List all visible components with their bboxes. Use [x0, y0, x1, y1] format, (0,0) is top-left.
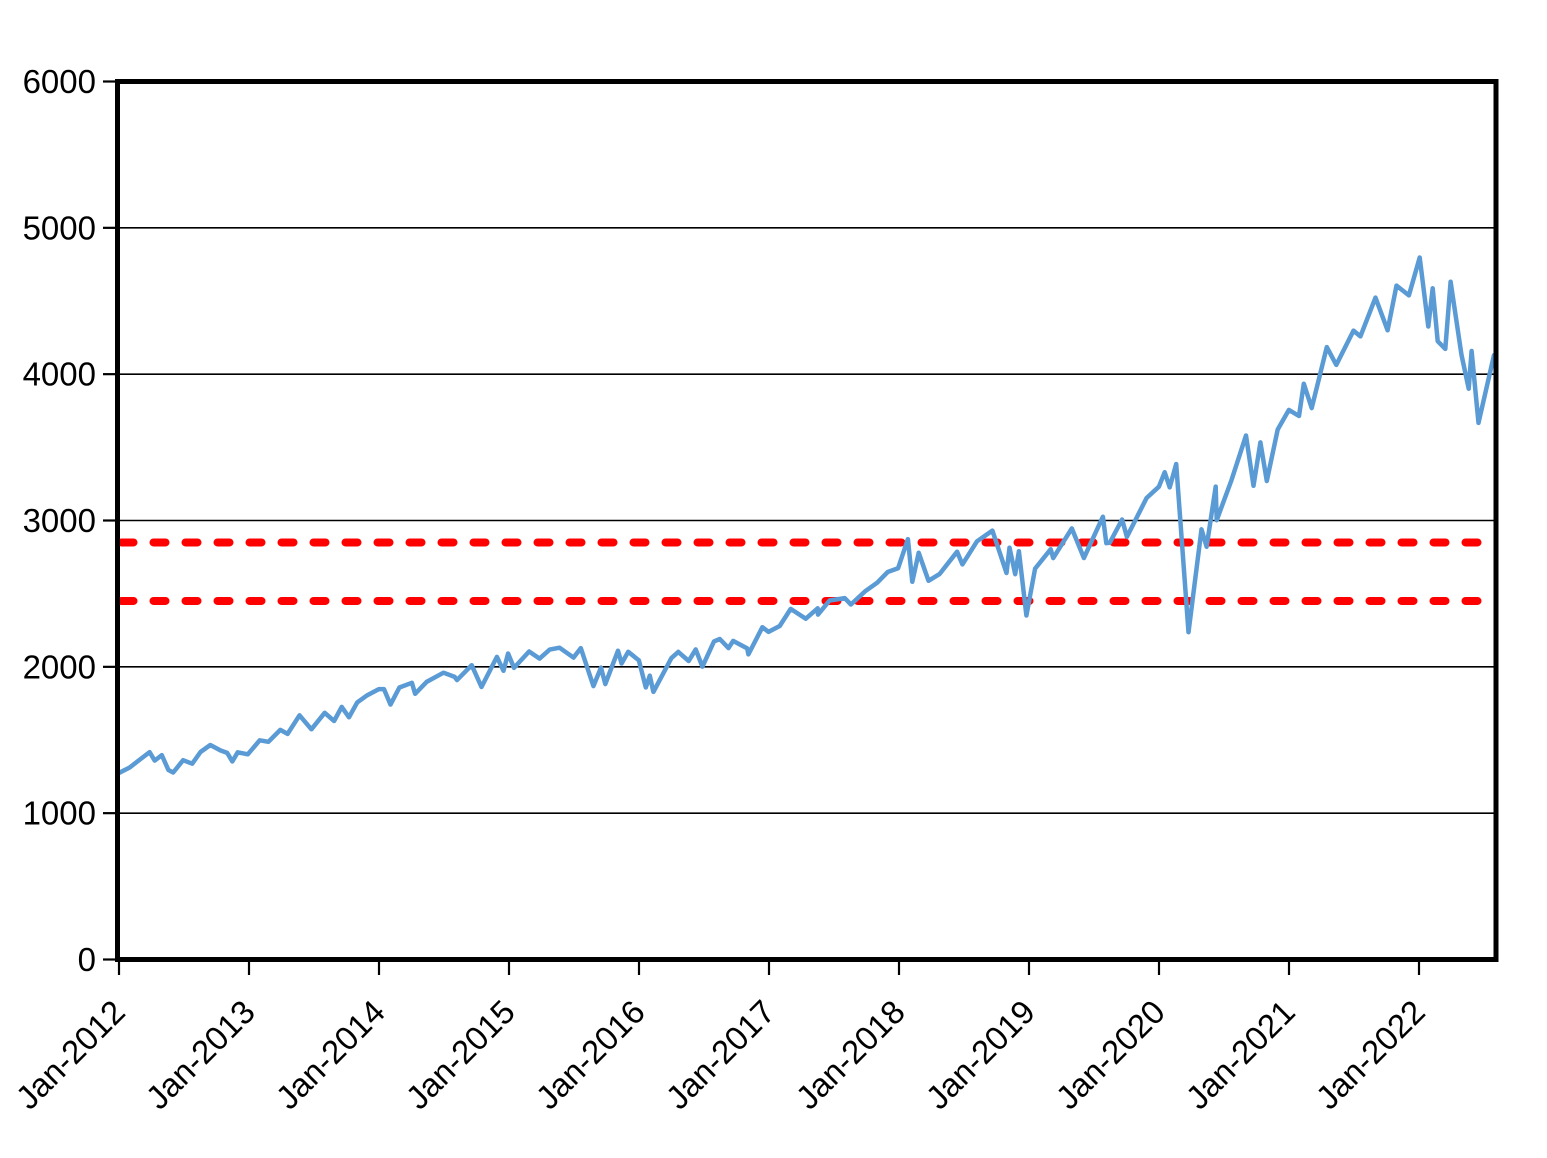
y-axis: 0 1000 2000 3000 4000 5000 6000 [23, 63, 117, 978]
x-axis-tick-label: Jan-2013 [138, 993, 261, 1116]
x-axis-tick-label: Jan-2016 [528, 993, 651, 1116]
x-axis-tick-label: Jan-2012 [8, 993, 131, 1116]
x-axis-tick-label: Jan-2019 [918, 993, 1041, 1116]
y-axis-tick-label: 2000 [23, 648, 96, 685]
gridlines [120, 227, 1494, 814]
plot-area-border [115, 79, 1499, 962]
x-axis-tick-label: Jan-2017 [658, 993, 781, 1116]
y-axis-tick-label: 1000 [23, 795, 96, 832]
y-axis-tick-label: 3000 [23, 502, 96, 539]
x-axis-tick-label: Jan-2015 [398, 993, 521, 1116]
y-axis-tick-label: 5000 [23, 209, 96, 246]
x-axis-tick-label: Jan-2018 [788, 993, 911, 1116]
y-axis-tick-label: 0 [78, 941, 96, 978]
x-axis-tick-label: Jan-2022 [1308, 993, 1431, 1116]
x-axis-tick-label: Jan-2020 [1048, 993, 1171, 1116]
data-series [119, 255, 1494, 775]
y-axis-tick-label: 6000 [23, 63, 96, 100]
series-line-index_level [119, 255, 1494, 775]
x-axis-tick-label: Jan-2021 [1178, 993, 1301, 1116]
x-axis-tick-label: Jan-2014 [268, 993, 391, 1116]
y-axis-tick-label: 4000 [23, 356, 96, 393]
x-axis: Jan-2012 Jan-2013 Jan-2014 Jan-2015 Jan-2016… [8, 962, 1432, 1116]
reference-lines [119, 538, 1494, 605]
